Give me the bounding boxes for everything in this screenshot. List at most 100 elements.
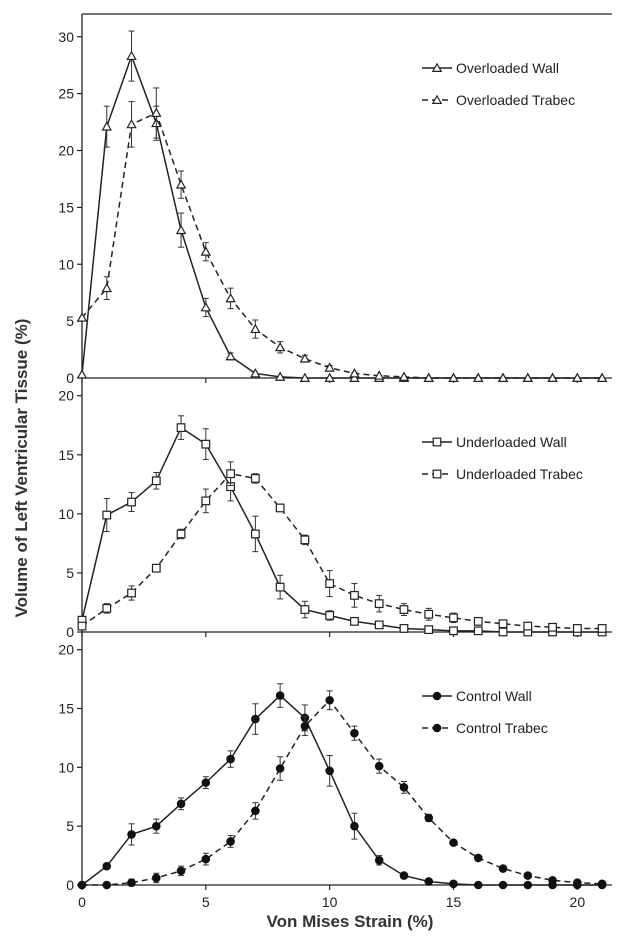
- data-point: [127, 497, 136, 507]
- data-point: [127, 588, 136, 598]
- data-point: [350, 616, 359, 626]
- legend-label: Overloaded Trabec: [456, 92, 575, 108]
- legend-label: Control Trabec: [456, 720, 548, 736]
- data-point: [449, 626, 458, 636]
- data-point: [251, 806, 260, 816]
- data-point: [299, 353, 311, 363]
- data-point: [275, 503, 285, 513]
- y-tick-label: 10: [58, 256, 74, 272]
- x-tick-label: 15: [446, 894, 462, 910]
- data-point: [226, 469, 235, 479]
- y-tick-label: 15: [58, 199, 74, 215]
- data-point: [151, 873, 161, 883]
- series-overloaded-wall: [76, 30, 608, 382]
- data-point: [127, 830, 136, 839]
- data-point: [325, 695, 334, 705]
- data-point: [449, 838, 458, 847]
- legend-entry: Overloaded Trabec: [422, 92, 575, 108]
- series-line: [81, 111, 603, 379]
- data-point: [325, 611, 335, 620]
- x-tick-label: 5: [202, 894, 210, 910]
- series-line: [81, 426, 603, 633]
- legend-marker: [432, 691, 442, 701]
- data-point: [498, 619, 508, 629]
- data-point: [596, 372, 608, 382]
- data-point: [374, 599, 384, 609]
- data-point: [176, 529, 186, 539]
- x-tick-label: 20: [570, 894, 586, 910]
- data-point: [350, 728, 359, 738]
- data-point: [424, 609, 434, 619]
- data-point: [151, 476, 161, 486]
- legend-entry: Control Wall: [422, 688, 532, 704]
- data-point: [498, 880, 508, 890]
- data-point: [399, 871, 409, 880]
- data-point: [548, 622, 557, 632]
- data-point: [250, 529, 260, 539]
- data-point: [77, 621, 87, 631]
- data-point: [449, 613, 458, 623]
- y-axis-title: Volume of Left Ventricular Tissue (%): [12, 319, 31, 618]
- data-point: [523, 880, 533, 890]
- data-point: [101, 282, 112, 293]
- data-point: [350, 821, 359, 831]
- data-point: [126, 118, 137, 129]
- data-point: [423, 372, 434, 382]
- data-point: [597, 624, 607, 633]
- y-tick-label: 30: [58, 29, 74, 45]
- data-point: [151, 821, 161, 831]
- y-tick-label: 0: [66, 877, 74, 893]
- data-point: [523, 621, 533, 631]
- data-point: [548, 875, 557, 885]
- data-point: [572, 372, 583, 382]
- data-point: [175, 224, 187, 235]
- chart-panels: 0 5 10 15 20 25 30 Overloaded Wall Overloaded Tr…: [58, 13, 612, 910]
- data-point: [76, 369, 88, 379]
- data-point: [201, 778, 211, 787]
- data-point: [522, 372, 534, 382]
- data-point: [200, 302, 212, 312]
- legend-marker: [432, 437, 442, 447]
- x-tick-label: 0: [78, 894, 86, 910]
- data-point: [226, 754, 235, 764]
- data-point: [226, 837, 235, 846]
- y-tick-label: 5: [66, 818, 74, 834]
- data-point: [200, 246, 212, 256]
- data-point: [250, 474, 260, 483]
- data-point: [101, 121, 112, 131]
- data-point: [374, 620, 384, 630]
- data-point: [102, 510, 112, 520]
- y-tick-label: 20: [58, 642, 74, 658]
- data-point: [399, 783, 409, 792]
- data-point: [547, 372, 558, 382]
- y-tick-label: 10: [58, 506, 74, 522]
- data-point: [324, 372, 335, 382]
- y-tick-label: 15: [58, 700, 74, 716]
- data-point: [274, 341, 286, 352]
- data-point: [176, 866, 186, 876]
- data-point: [449, 879, 458, 889]
- data-point: [424, 625, 434, 635]
- data-point: [473, 372, 484, 382]
- data-point: [473, 853, 483, 863]
- data-point: [448, 372, 459, 382]
- data-point: [127, 878, 136, 887]
- y-tick-label: 5: [66, 565, 74, 581]
- data-point: [498, 627, 508, 637]
- data-point: [424, 877, 434, 886]
- data-point: [399, 605, 409, 614]
- legend-marker: [432, 723, 442, 733]
- data-point: [572, 624, 582, 633]
- data-point: [300, 535, 310, 545]
- data-point: [374, 761, 384, 771]
- data-point: [76, 312, 88, 322]
- panel-middle: 0 5 10 15 20 Underloaded Wall Underloaded Trab…: [58, 378, 612, 640]
- y-tick-label: 10: [58, 759, 74, 775]
- legend-label: Underloaded Wall: [456, 434, 567, 450]
- series-overloaded-trabec: [76, 87, 608, 382]
- data-point: [151, 563, 161, 573]
- data-point: [523, 871, 533, 880]
- legend-entry: Control Trabec: [422, 720, 548, 736]
